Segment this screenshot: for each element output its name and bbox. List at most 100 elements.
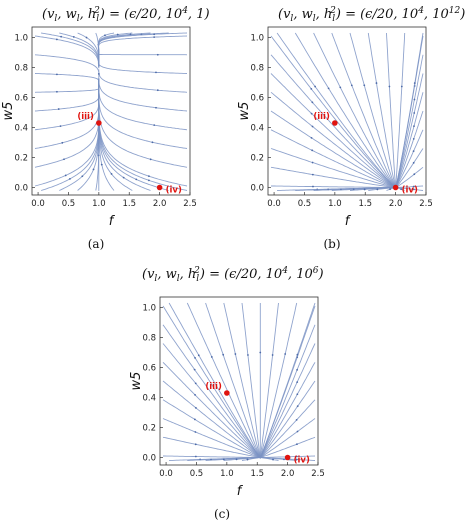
- streamline-arrow: [236, 459, 238, 461]
- panel-b: (vl, wl, hl2) = (ϵ/20, 104, 1012) 0.0 0.5 1…: [236, 0, 472, 260]
- y-tick-label: 0.6: [14, 94, 28, 104]
- streamline-arrow: [413, 150, 415, 152]
- streamline-arrow: [296, 393, 298, 395]
- y-tick-label: 0.4: [14, 124, 28, 134]
- x-tick-label: 1.0: [92, 199, 106, 209]
- x-tick-label: 0.5: [298, 199, 312, 209]
- streamline-arrow: [104, 34, 106, 36]
- x-tick-label: 2.0: [389, 199, 403, 209]
- plot-frame: [160, 297, 318, 465]
- streamline-arrow: [413, 173, 415, 175]
- x-tick-label: 1.5: [250, 469, 264, 479]
- streamline-arrow: [364, 189, 366, 191]
- x-tick-label: 2.5: [183, 199, 197, 209]
- y-tick-label: 1.0: [14, 34, 28, 44]
- streamline-arrow: [413, 112, 415, 114]
- y-tick-label: 0.2: [14, 154, 28, 164]
- streamline-arrow: [194, 369, 196, 371]
- streamline-arrow: [195, 443, 197, 445]
- streamline-arrow: [63, 158, 65, 160]
- fixed-point-marker: [332, 120, 338, 126]
- fixed-point-label: (iv): [294, 456, 310, 466]
- plot-frame: [268, 27, 426, 195]
- streamline-arrow: [69, 178, 71, 180]
- streamline-arrow: [311, 113, 313, 115]
- y-axis-label: w5: [237, 102, 252, 121]
- streamline-arrow: [198, 354, 200, 356]
- streamline-arrow: [148, 175, 150, 177]
- chart-title: (vl, wl, hl2) = (ϵ/20, 104, 1012): [278, 6, 465, 24]
- streamline-arrow: [234, 353, 236, 355]
- streamplot-svg: (vl, wl, hl2) = (ϵ/20, 104, 1012) 0.0 0.5 1…: [236, 0, 472, 260]
- streamline-arrow: [296, 369, 298, 371]
- y-tick-label: 0.0: [250, 184, 264, 194]
- y-axis-label: w5: [129, 372, 144, 391]
- streamline-arrow: [81, 175, 83, 177]
- streamline-arrow: [194, 419, 196, 421]
- streamline-arrow: [56, 73, 58, 75]
- streamline-arrow: [259, 352, 261, 354]
- streamline-arrow: [150, 158, 152, 160]
- panel-caption: (b): [312, 237, 352, 251]
- y-tick-label: 0.6: [142, 364, 156, 374]
- chart-title: (vl, wl, hl2) = (ϵ/20, 104, 106): [142, 266, 324, 284]
- streamline-arrow: [157, 54, 159, 56]
- streamline-arrow: [272, 354, 274, 356]
- streamline-arrow: [339, 86, 341, 88]
- streamline-arrow: [414, 99, 416, 101]
- streamline-arrow: [111, 173, 113, 175]
- streamline-arrow: [363, 84, 365, 86]
- streamline-arrow: [194, 431, 196, 433]
- streamline-arrow: [98, 73, 100, 75]
- streamline-arrow: [101, 164, 103, 166]
- streamline-arrow: [312, 162, 314, 164]
- y-tick-label: 0.8: [250, 64, 264, 74]
- streamline-arrow: [376, 189, 378, 191]
- fixed-point-label: (iii): [77, 112, 94, 122]
- x-tick-label: 2.5: [311, 469, 325, 479]
- streamline-arrow: [389, 86, 391, 88]
- streamline-arrow: [413, 125, 415, 127]
- fixed-point-marker: [393, 185, 399, 191]
- x-axis-label: f: [109, 214, 116, 229]
- streamline-arrow: [73, 36, 75, 38]
- y-tick-label: 0.4: [250, 124, 264, 134]
- streamline-arrow: [93, 169, 95, 171]
- fixed-point-marker: [157, 185, 163, 191]
- x-tick-label: 2.0: [153, 199, 167, 209]
- streamline-arrow: [296, 419, 298, 421]
- streamline-arrow: [153, 33, 155, 35]
- fixed-point-label: (iv): [402, 186, 418, 196]
- x-tick-label: 1.0: [220, 469, 234, 479]
- streamline-arrow: [195, 382, 197, 384]
- x-tick-label: 1.5: [122, 199, 136, 209]
- streamline-arrow: [284, 353, 286, 355]
- y-tick-label: 0.4: [142, 394, 156, 404]
- streamline-arrow: [312, 126, 314, 128]
- streamline-arrow: [376, 82, 378, 84]
- streamline-arrow: [195, 407, 197, 409]
- streamline-arrow: [351, 85, 353, 87]
- y-tick-label: 0.2: [142, 424, 156, 434]
- streamline-arrow: [296, 443, 298, 445]
- streamline-arrow: [157, 89, 159, 91]
- fixed-point-marker: [224, 390, 230, 396]
- y-tick-label: 0.0: [14, 184, 28, 194]
- streamline-arrow: [413, 138, 415, 140]
- streamline-arrow: [311, 149, 313, 151]
- x-tick-label: 2.0: [281, 469, 295, 479]
- streamline-arrow: [247, 354, 249, 356]
- y-tick-label: 0.6: [250, 94, 264, 104]
- streamline-arrow: [247, 459, 249, 461]
- chart-title: (vl, wl, hl2) = (ϵ/20, 104, 1): [42, 6, 210, 24]
- x-tick-label: 0.0: [159, 469, 173, 479]
- x-tick-label: 1.0: [328, 199, 342, 209]
- y-tick-label: 0.2: [250, 154, 264, 164]
- streamline-arrow: [58, 108, 60, 110]
- streamline-arrow: [153, 36, 155, 38]
- streamline-arrow: [56, 39, 58, 41]
